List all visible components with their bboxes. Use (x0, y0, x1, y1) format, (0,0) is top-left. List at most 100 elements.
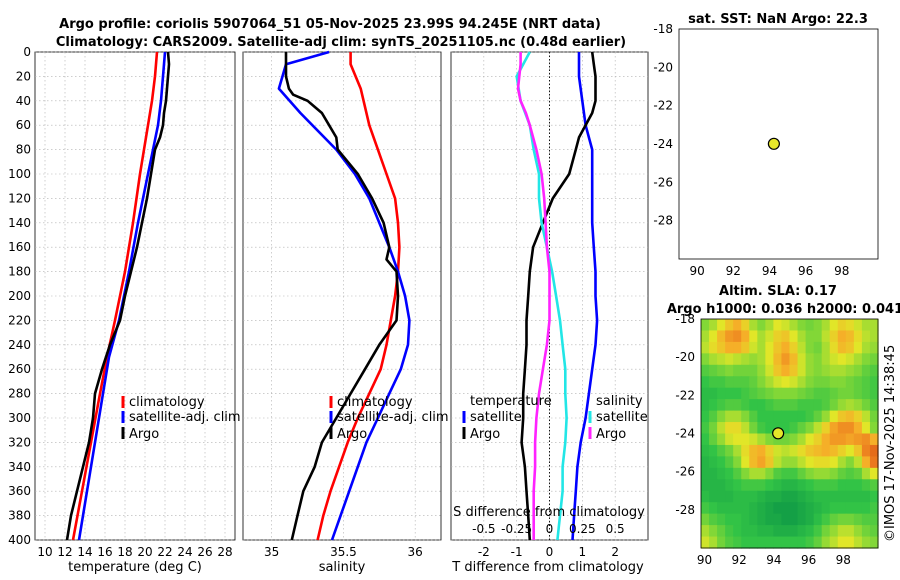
sla-cell (853, 364, 863, 377)
sla-cell (701, 387, 710, 400)
x-tick-label: 35.5 (330, 545, 357, 559)
sla-cell (733, 444, 742, 457)
sla-cell (701, 422, 710, 435)
sla-cell (869, 513, 879, 526)
sla-cell (725, 536, 734, 549)
legend-label-s-satellite: satellite (596, 410, 648, 425)
sla-cell (725, 399, 734, 412)
sla-cell (845, 490, 855, 503)
sla-cell (789, 353, 799, 366)
sla-cell (757, 387, 766, 400)
sla-cell (805, 410, 815, 423)
sla-cell (821, 399, 831, 412)
sla-cell (813, 319, 823, 332)
sla-cell (869, 422, 879, 435)
sla-cell (869, 353, 879, 366)
sla-cell (773, 490, 783, 503)
sla-cell (789, 456, 799, 469)
sla-cell (797, 456, 807, 469)
sla-cell (717, 467, 726, 480)
sla-cell (725, 513, 734, 526)
lat-tick-label: -28 (675, 503, 695, 517)
sla-cell (829, 330, 839, 343)
sla-cell (869, 536, 879, 549)
series-line-argo (65, 51, 171, 541)
sla-cell (861, 376, 871, 389)
sla-cell (853, 444, 863, 457)
sla-cell (837, 479, 847, 492)
sla-cell (765, 433, 775, 446)
sla-cell (781, 330, 791, 343)
sla-cell (797, 353, 807, 366)
x-tick-label: 24 (177, 545, 192, 559)
legend-label-satellite: satellite-adj. clim (337, 410, 449, 425)
sla-cell (781, 422, 791, 435)
sla-cell (813, 364, 823, 377)
lat-tick-label: -22 (653, 99, 673, 113)
sla-cell (717, 433, 726, 446)
salinity-grid (243, 51, 441, 541)
sla-cell (805, 330, 815, 343)
sla-cell (861, 479, 871, 492)
sla-cell (725, 341, 734, 354)
sla-cell (829, 513, 839, 526)
sla-cell (805, 502, 815, 515)
sla-cell (733, 319, 742, 332)
sla-cell (813, 399, 823, 412)
sla-cell (829, 319, 839, 332)
sst-map-title: sat. SST: NaN Argo: 22.3 (688, 12, 868, 27)
x-tick-label: 0 (546, 545, 554, 559)
sla-cell (717, 399, 726, 412)
sla-cell (741, 433, 750, 446)
depth-tick-label: 300 (8, 411, 31, 425)
sla-cell (765, 387, 775, 400)
sla-cell (821, 410, 831, 423)
sla-cell (781, 353, 791, 366)
sla-cell (797, 444, 807, 457)
depth-tick-label: 260 (8, 362, 31, 376)
sla-cell (845, 410, 855, 423)
sla-cell (813, 502, 823, 515)
sla-cell (709, 467, 718, 480)
sla-cell (829, 341, 839, 354)
sla-cell (749, 376, 758, 389)
sla-cell (709, 387, 718, 400)
sla-cell (757, 399, 766, 412)
sla-cell (741, 502, 750, 515)
sla-cell (733, 387, 742, 400)
temperature-xlabel: temperature (deg C) (68, 560, 202, 575)
sla-map-panel: Altim. SLA: 0.17 Argo h1000: 0.036 h2000… (667, 284, 900, 567)
sla-cell (869, 410, 879, 423)
sla-cell (797, 399, 807, 412)
sla-cell (789, 376, 799, 389)
sst-map-tick-labels: 90 92 94 96 98 -18 -20 -22 -24 -26 -28 (653, 22, 849, 278)
legend-label-t-satellite: satellite (470, 410, 522, 425)
sla-cell (789, 364, 799, 377)
sla-cell (701, 353, 710, 366)
sla-cell (725, 353, 734, 366)
sla-cell (845, 330, 855, 343)
sla-cell (733, 490, 742, 503)
sla-cell (861, 319, 871, 332)
sla-cell (709, 319, 718, 332)
sla-cell (837, 410, 847, 423)
sla-cell (797, 341, 807, 354)
sla-cell (805, 456, 815, 469)
sla-cell (733, 353, 742, 366)
sla-cell (813, 536, 823, 549)
sla-cell (781, 513, 791, 526)
sla-cell (717, 502, 726, 515)
sla-cell (765, 502, 775, 515)
depth-tick-label: 360 (8, 484, 31, 498)
sla-cell (853, 525, 863, 538)
series-line-argo (284, 52, 400, 541)
sla-cell (749, 467, 758, 480)
series-line-climatology (316, 52, 401, 541)
sla-cell (749, 399, 758, 412)
sla-cell (709, 399, 718, 412)
sla-cell (797, 433, 807, 446)
sla-cell (853, 353, 863, 366)
sla-cell (749, 364, 758, 377)
s-tick-label: -0.5 (472, 522, 495, 536)
